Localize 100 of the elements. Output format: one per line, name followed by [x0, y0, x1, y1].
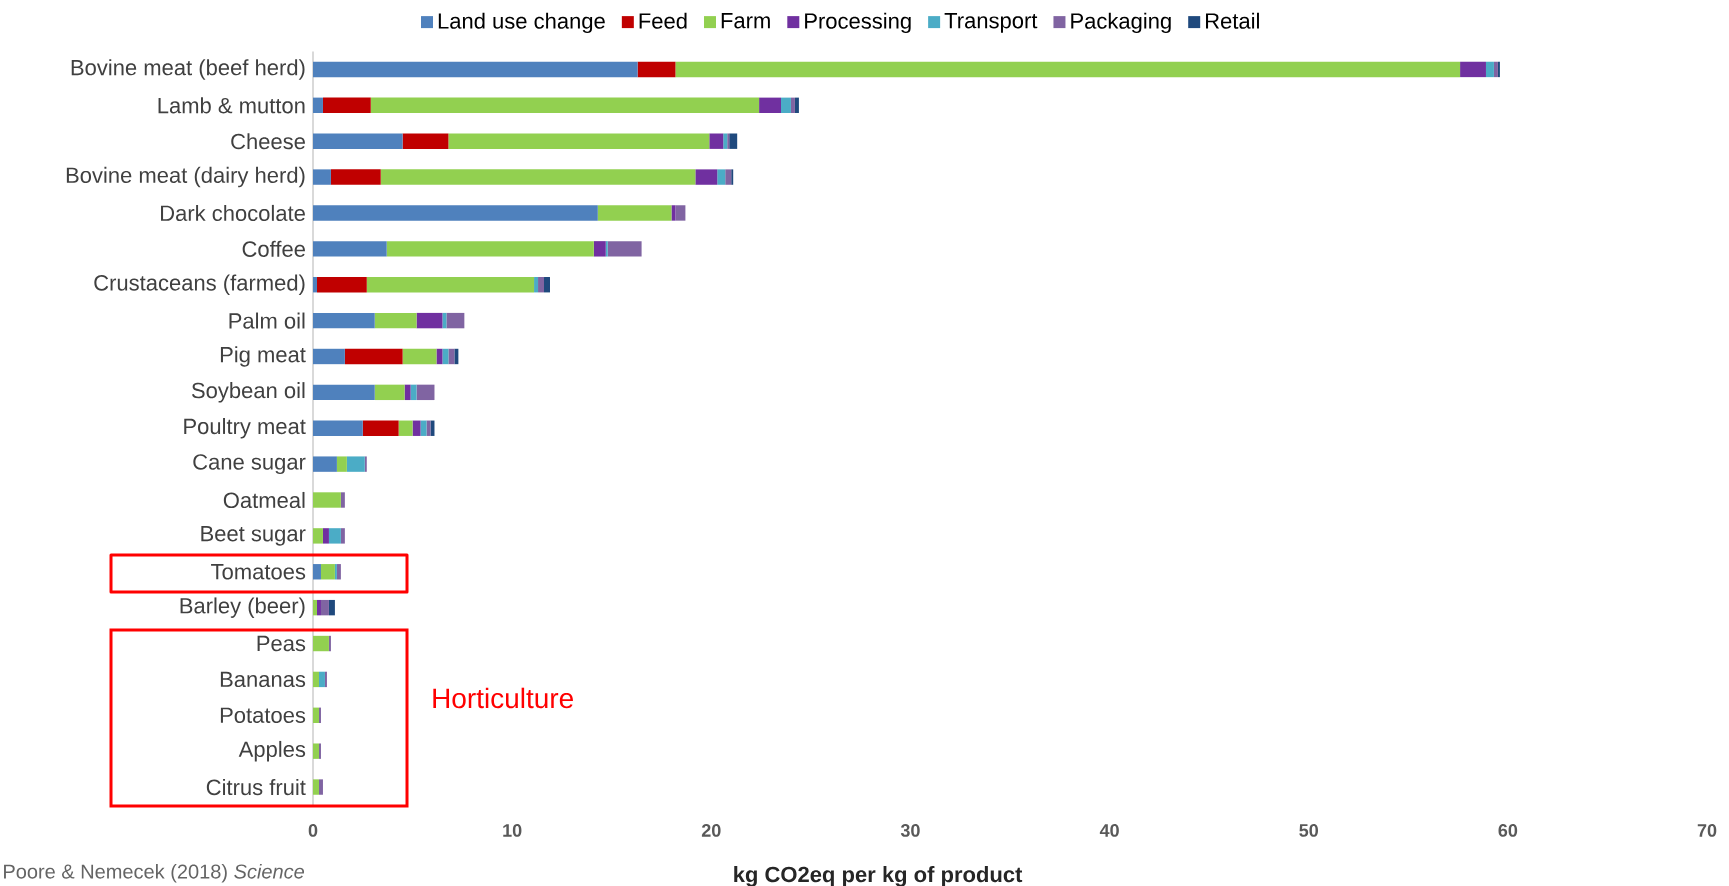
bar [402, 133, 449, 149]
bar [794, 97, 799, 114]
bar [313, 635, 329, 652]
y-tick-label: Coffee [242, 240, 305, 257]
bar [313, 492, 341, 508]
bar [313, 312, 375, 329]
bar [380, 169, 696, 185]
y-tick-label: Bovine meat (dairy herd) [66, 166, 305, 188]
bar [729, 133, 738, 149]
bar [313, 205, 598, 221]
bar [593, 241, 606, 257]
y-tick-label: Palm oil [229, 312, 305, 329]
y-tick-label: Potatoes [220, 707, 306, 723]
y-tick-label: Crustaceans (farmed) [94, 274, 305, 295]
bar [1493, 61, 1498, 78]
bar [597, 205, 672, 221]
bar [313, 277, 317, 293]
bar [370, 97, 760, 114]
x-tick-label: 30 [900, 824, 920, 837]
bar [366, 277, 535, 293]
bar [316, 277, 367, 293]
bar [420, 420, 427, 436]
bar [709, 133, 724, 149]
y-tick-label: Tomatoes [211, 564, 306, 580]
bar [448, 348, 455, 365]
bar [675, 205, 686, 221]
bar [313, 743, 319, 759]
legend-label: Transport [944, 13, 1038, 33]
bar [318, 671, 325, 688]
bar [362, 420, 399, 436]
bar [412, 420, 421, 436]
bar [402, 348, 437, 365]
bar [416, 384, 435, 401]
x-tick-label: 20 [701, 824, 721, 837]
bar [790, 97, 795, 114]
bar [454, 348, 459, 365]
bar [313, 456, 337, 472]
bar [386, 241, 594, 257]
bar [538, 277, 545, 293]
x-tick-label: 50 [1299, 824, 1319, 837]
y-tick-label: Lamb & mutton [158, 97, 305, 114]
y-tick-label: Soybean oil [191, 382, 305, 403]
bar [313, 241, 387, 257]
bar [442, 348, 449, 365]
bar [671, 205, 676, 221]
bar [436, 348, 443, 365]
bar [318, 779, 323, 795]
bar [448, 133, 710, 149]
bar [313, 671, 319, 688]
bar [398, 420, 413, 436]
bar [313, 384, 375, 401]
bar [328, 599, 335, 616]
bar [544, 277, 550, 293]
bar [759, 97, 781, 114]
bar [313, 420, 363, 436]
y-tick-label: Beet sugar [201, 526, 306, 546]
x-tick-label: 0 [308, 824, 318, 837]
x-tick-label: 40 [1099, 824, 1119, 837]
bar [637, 61, 676, 78]
bar [1460, 61, 1486, 78]
bar [322, 528, 329, 544]
bar [313, 133, 403, 149]
legend-label: Retail [1206, 12, 1259, 29]
y-tick-label: Peas [257, 635, 306, 652]
bar [313, 348, 345, 365]
bar [346, 456, 365, 472]
bar [330, 169, 381, 185]
bar [416, 312, 443, 329]
bar [340, 492, 345, 508]
y-tick-label: Barley (beer) [180, 597, 305, 618]
x-tick-label: 10 [503, 824, 522, 837]
y-tick-label: Oatmeal [223, 491, 305, 509]
bar [313, 599, 317, 616]
y-tick-label: Apples [238, 740, 306, 762]
text: Poore & Nemecek (2018) Science [4, 863, 305, 883]
bar [607, 241, 642, 257]
bar [426, 420, 431, 436]
x-tick-label: 70 [1697, 824, 1717, 837]
annotation: Horticulture [433, 687, 573, 709]
bar [336, 564, 341, 580]
bar [410, 384, 417, 401]
bar [1485, 61, 1494, 78]
y-tick-label: Dark chocolate [161, 204, 305, 222]
bar [442, 312, 447, 329]
bar [675, 61, 1461, 78]
bar [374, 384, 405, 401]
bar [320, 564, 335, 580]
bar [534, 277, 539, 293]
bar [328, 528, 341, 544]
legend-label: Processing [805, 12, 911, 34]
bar [313, 528, 323, 544]
bar [344, 348, 403, 365]
legend-label: Farm [721, 13, 770, 29]
bar [781, 97, 791, 114]
y-tick-label: Pig meat [220, 346, 306, 367]
legend-label: Packaging [1071, 12, 1171, 34]
x-axis-title: kg CO2eq per kg of product [734, 866, 1023, 886]
bar [322, 97, 371, 114]
bar [320, 599, 329, 616]
bar [313, 97, 323, 114]
